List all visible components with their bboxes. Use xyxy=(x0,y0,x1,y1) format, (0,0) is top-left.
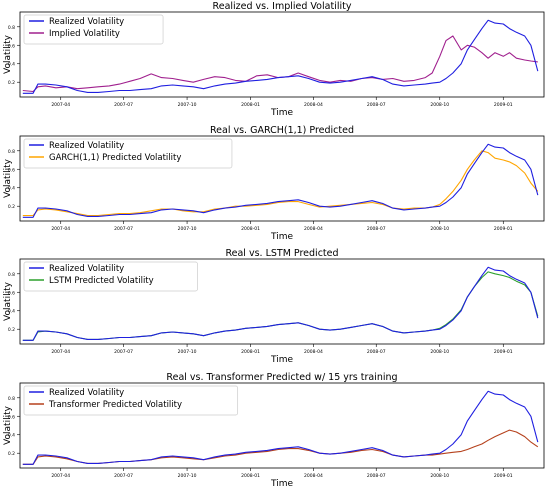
x-tick-label: 2007-04 xyxy=(51,473,70,479)
y-axis-label: Volatility xyxy=(3,405,13,445)
x-tick-label: 2007-07 xyxy=(114,226,133,232)
x-tick-label: 2008-01 xyxy=(241,102,260,108)
x-tick-label: 2009-01 xyxy=(494,102,513,108)
legend-label: Realized Volatility xyxy=(49,17,124,27)
x-tick-label: 2008-07 xyxy=(367,349,386,355)
legend-box xyxy=(23,261,198,292)
x-tick-label: 2009-01 xyxy=(494,473,513,479)
legend-label: Realized Volatility xyxy=(49,388,124,398)
x-tick-label: 2008-10 xyxy=(430,102,449,108)
x-tick-label: 2007-10 xyxy=(178,473,197,479)
x-tick-label: 2008-01 xyxy=(241,226,260,232)
y-tick-label: 0.6 xyxy=(8,167,15,173)
chart-panel: Real vs. Transformer Predicted w/ 15 yrs… xyxy=(3,372,545,489)
x-tick-label: 2007-07 xyxy=(114,473,133,479)
legend-box xyxy=(23,138,233,169)
y-tick-label: 0.2 xyxy=(8,451,15,457)
plot-frame xyxy=(19,258,545,345)
x-tick-label: 2008-10 xyxy=(430,349,449,355)
x-tick-label: 2007-04 xyxy=(51,349,70,355)
chart-title: Real vs. LSTM Predicted xyxy=(225,248,338,259)
x-tick-label: 2008-04 xyxy=(304,226,323,232)
y-tick-label: 0.2 xyxy=(8,80,15,86)
y-tick-label: 0.2 xyxy=(8,204,15,210)
series-line-implied xyxy=(22,35,538,93)
chart-panel: Real vs. GARCH(1,1) Predicted 0.2 0.4 0.6 0.… xyxy=(3,125,545,242)
y-tick-label: 0.8 xyxy=(8,25,15,31)
x-tick-label: 2008-04 xyxy=(304,102,323,108)
plot-frame xyxy=(19,135,545,222)
x-tick-label: 2007-04 xyxy=(51,102,70,108)
plot-frame xyxy=(19,11,545,98)
x-axis-label: Time xyxy=(270,232,293,242)
y-tick-label: 0.4 xyxy=(8,186,15,192)
legend-label: Transformer Predicted Volatility xyxy=(48,400,182,410)
x-tick-label: 2008-04 xyxy=(304,473,323,479)
y-tick-label: 0.8 xyxy=(8,272,15,278)
series-line-garch xyxy=(22,150,539,217)
legend-label: LSTM Predicted Volatility xyxy=(49,276,154,286)
x-tick-label: 2007-10 xyxy=(178,226,197,232)
y-tick-label: 0.6 xyxy=(8,43,15,49)
x-tick-label: 2008-07 xyxy=(367,226,386,232)
x-tick-label: 2007-07 xyxy=(114,349,133,355)
x-tick-label: 2008-07 xyxy=(367,473,386,479)
y-tick-label: 0.4 xyxy=(8,309,15,315)
y-tick-label: 0.6 xyxy=(8,290,15,296)
chart-panel: Realized vs. Implied Volatility 0.2 0.4 0.6… xyxy=(3,1,545,118)
x-tick-label: 2008-01 xyxy=(241,473,260,479)
x-tick-label: 2007-10 xyxy=(178,349,197,355)
x-axis-label: Time xyxy=(270,479,293,489)
chart-title: Real vs. Transformer Predicted w/ 15 yrs… xyxy=(166,372,397,383)
y-axis-label: Volatility xyxy=(3,281,13,321)
x-tick-label: 2008-10 xyxy=(430,473,449,479)
x-tick-label: 2007-07 xyxy=(114,102,133,108)
legend-label: GARCH(1,1) Predicted Volatility xyxy=(49,153,181,163)
series-line-realized xyxy=(22,390,539,465)
series-line-realized xyxy=(22,143,539,218)
x-axis-label: Time xyxy=(270,355,293,365)
x-tick-label: 2009-01 xyxy=(494,226,513,232)
y-axis-label: Volatility xyxy=(3,158,13,198)
legend-box xyxy=(23,14,164,45)
y-axis-label: Volatility xyxy=(3,34,13,74)
x-tick-label: 2008-07 xyxy=(367,102,386,108)
x-axis-label: Time xyxy=(270,108,293,118)
x-tick-label: 2009-01 xyxy=(494,349,513,355)
y-tick-label: 0.4 xyxy=(8,62,15,68)
legend-box xyxy=(23,385,239,416)
x-tick-label: 2008-10 xyxy=(430,226,449,232)
chart-title: Realized vs. Implied Volatility xyxy=(213,1,352,12)
chart-title: Real vs. GARCH(1,1) Predicted xyxy=(210,125,354,136)
chart-panel: Real vs. LSTM Predicted 0.2 0.4 0.6 0.8 2007-… xyxy=(3,248,545,365)
y-tick-label: 0.8 xyxy=(8,396,15,402)
legend-label: Realized Volatility xyxy=(49,141,124,151)
legend-label: Implied Volatility xyxy=(49,29,120,39)
x-tick-label: 2008-01 xyxy=(241,349,260,355)
y-tick-label: 0.4 xyxy=(8,433,15,439)
y-tick-label: 0.8 xyxy=(8,149,15,155)
y-tick-label: 0.2 xyxy=(8,327,15,333)
plot-frame xyxy=(19,382,545,469)
x-tick-label: 2008-04 xyxy=(304,349,323,355)
series-line-realized xyxy=(22,19,539,94)
series-line-realized xyxy=(22,266,539,341)
x-tick-label: 2007-10 xyxy=(178,102,197,108)
legend-label: Realized Volatility xyxy=(49,264,124,274)
x-tick-label: 2007-04 xyxy=(51,226,70,232)
y-tick-label: 0.6 xyxy=(8,414,15,420)
